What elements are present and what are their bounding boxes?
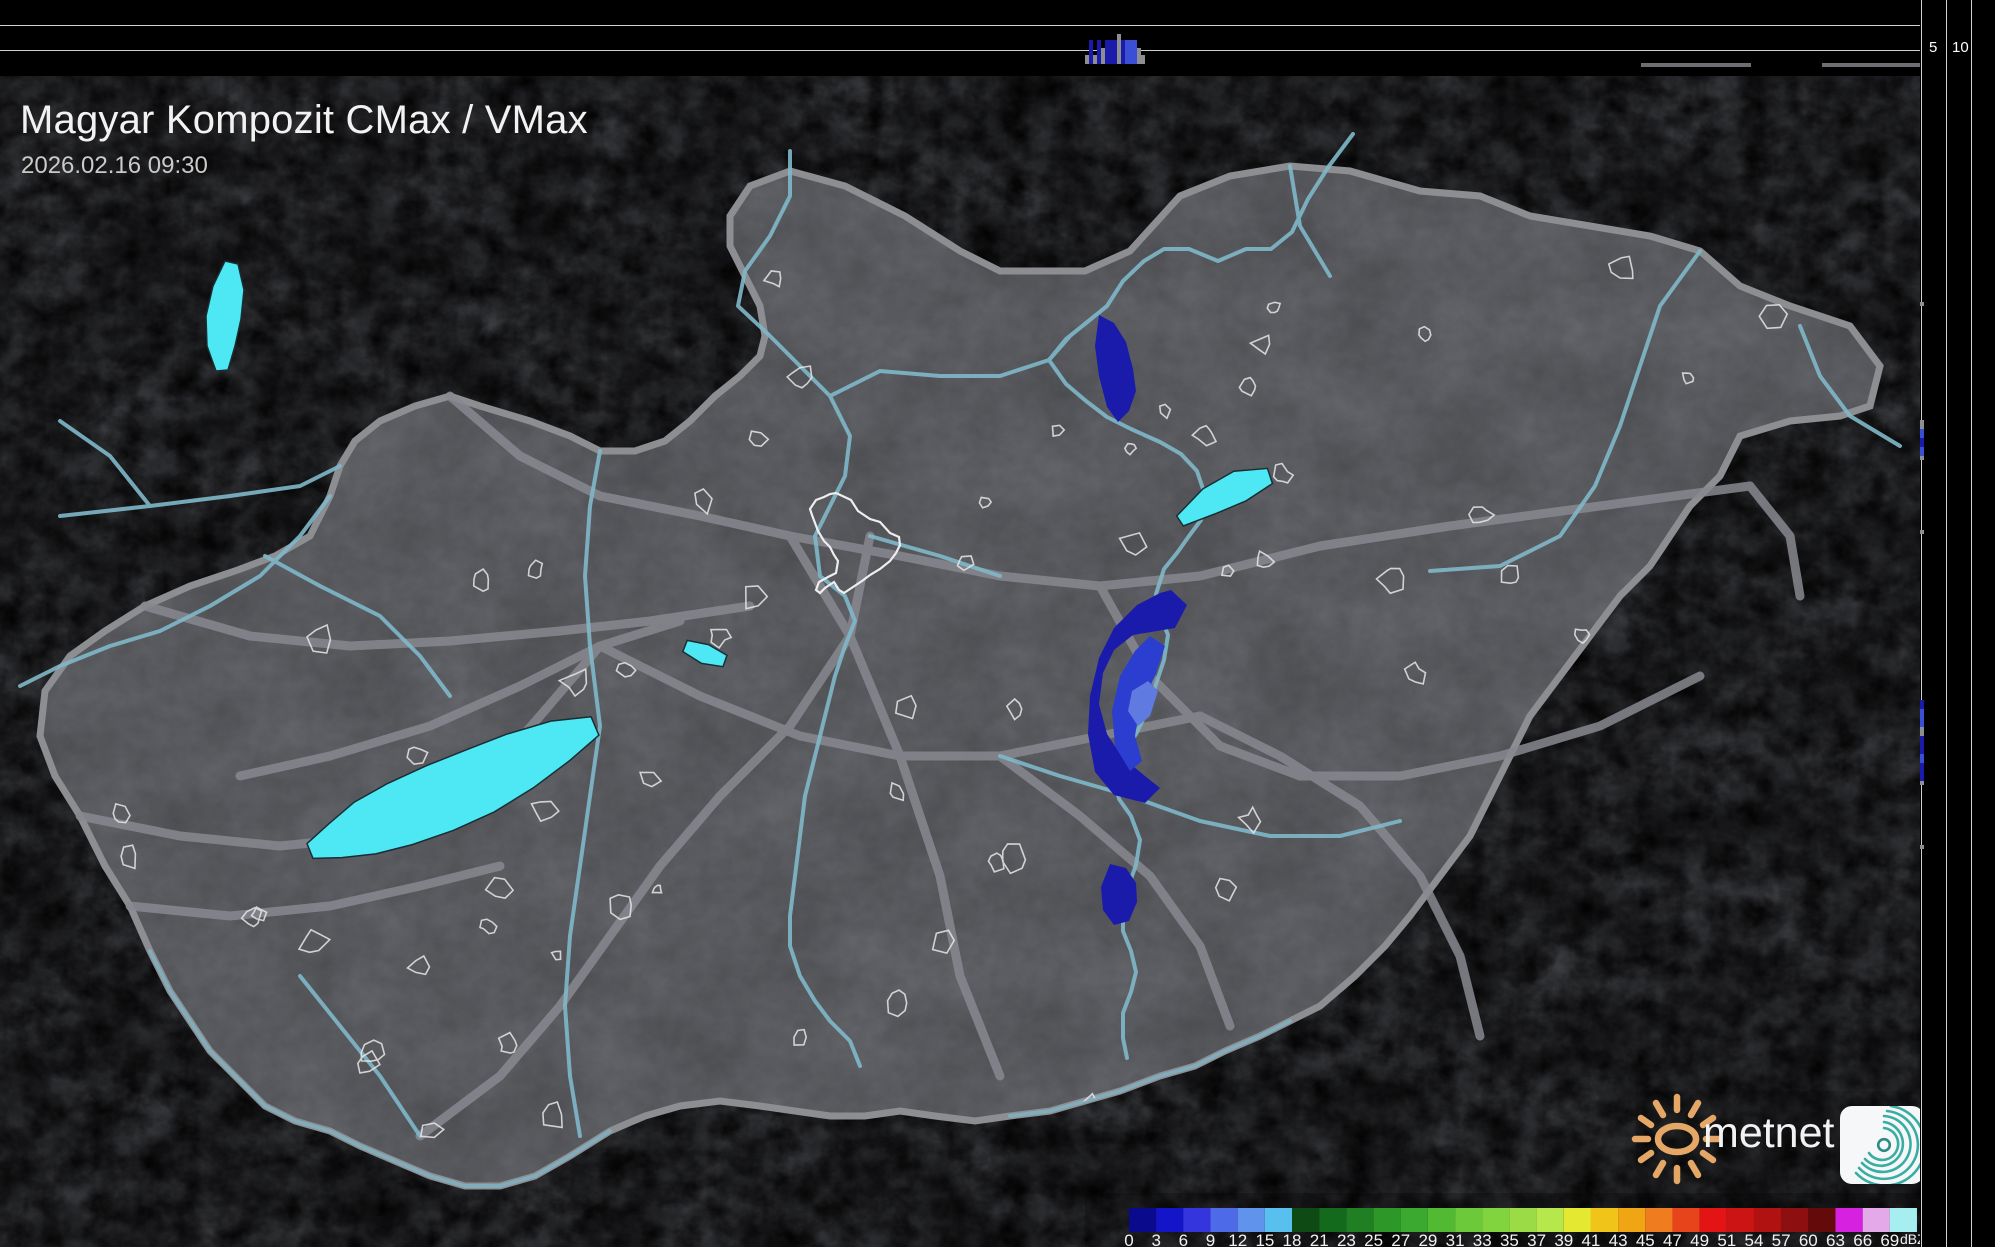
svg-text:45: 45: [1636, 1231, 1655, 1247]
svg-text:0: 0: [1124, 1231, 1133, 1247]
svg-text:12: 12: [1228, 1231, 1247, 1247]
svg-text:9: 9: [1206, 1231, 1215, 1247]
svg-text:54: 54: [1745, 1231, 1764, 1247]
svg-text:60: 60: [1799, 1231, 1818, 1247]
svg-text:33: 33: [1473, 1231, 1492, 1247]
svg-text:metnet: metnet: [1703, 1109, 1835, 1157]
svg-text:35: 35: [1500, 1231, 1519, 1247]
svg-text:49: 49: [1690, 1231, 1709, 1247]
svg-text:23: 23: [1337, 1231, 1356, 1247]
svg-text:66: 66: [1853, 1231, 1872, 1247]
svg-text:15: 15: [1255, 1231, 1274, 1247]
svg-text:25: 25: [1364, 1231, 1383, 1247]
svg-text:31: 31: [1446, 1231, 1465, 1247]
svg-text:29: 29: [1418, 1231, 1437, 1247]
svg-text:27: 27: [1391, 1231, 1410, 1247]
svg-text:37: 37: [1527, 1231, 1546, 1247]
svg-text:41: 41: [1581, 1231, 1600, 1247]
svg-text:3: 3: [1151, 1231, 1160, 1247]
svg-text:21: 21: [1310, 1231, 1329, 1247]
svg-text:51: 51: [1717, 1231, 1736, 1247]
svg-text:39: 39: [1554, 1231, 1573, 1247]
svg-text:69: 69: [1880, 1231, 1899, 1247]
svg-text:dBZ: dBZ: [1900, 1231, 1920, 1247]
svg-text:6: 6: [1179, 1231, 1188, 1247]
svg-text:43: 43: [1609, 1231, 1628, 1247]
svg-text:18: 18: [1283, 1231, 1302, 1247]
svg-text:47: 47: [1663, 1231, 1682, 1247]
svg-text:57: 57: [1772, 1231, 1791, 1247]
svg-text:63: 63: [1826, 1231, 1845, 1247]
